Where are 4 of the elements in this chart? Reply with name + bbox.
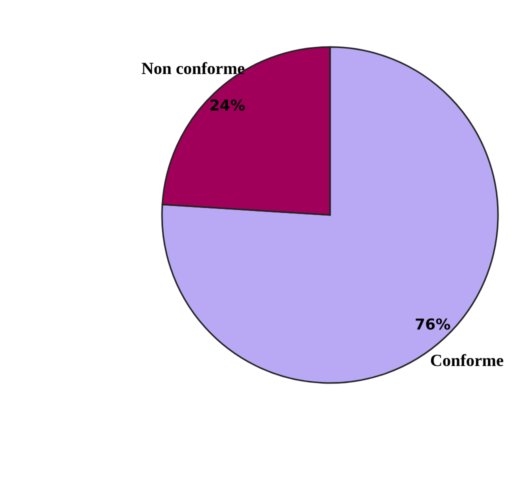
data-label: 76% <box>414 315 451 334</box>
slice-label: Conforme <box>430 350 504 370</box>
data-label: 24% <box>209 96 246 115</box>
slice-label: Non conforme <box>141 59 246 78</box>
